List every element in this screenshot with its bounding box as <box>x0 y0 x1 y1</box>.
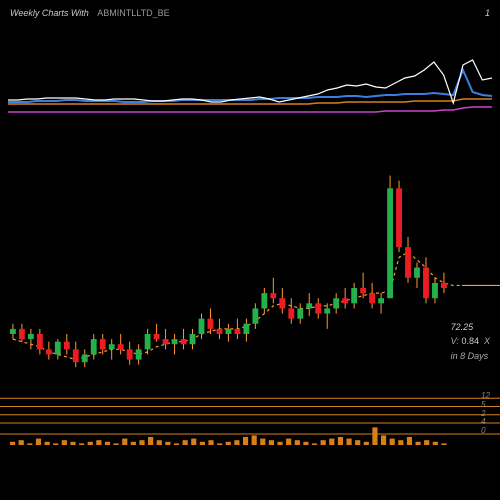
vol-label: V: <box>451 336 459 346</box>
vol-value: 0.84 <box>461 336 479 346</box>
volume-info: V: 0.84 X <box>451 334 490 348</box>
title-prefix: Weekly Charts With <box>10 8 89 18</box>
vol-suffix: X <box>484 336 490 346</box>
volume-panel <box>0 390 500 445</box>
chart-header: Weekly Charts With ABMINTLLTD_BE 1 <box>10 8 490 18</box>
last-price: 72.25 <box>451 320 490 334</box>
indicator-panel <box>0 40 500 140</box>
header-right-num: 1 <box>485 8 490 18</box>
ticker-symbol: ABMINTLLTD_BE <box>97 8 169 18</box>
chart-title: Weekly Charts With ABMINTLLTD_BE <box>10 8 170 18</box>
days-info: in 8 Days <box>451 349 490 363</box>
price-panel[interactable] <box>0 150 500 380</box>
volume-scale: 125240 <box>481 392 490 436</box>
price-info-box: 72.25 V: 0.84 X in 8 Days <box>451 320 490 363</box>
